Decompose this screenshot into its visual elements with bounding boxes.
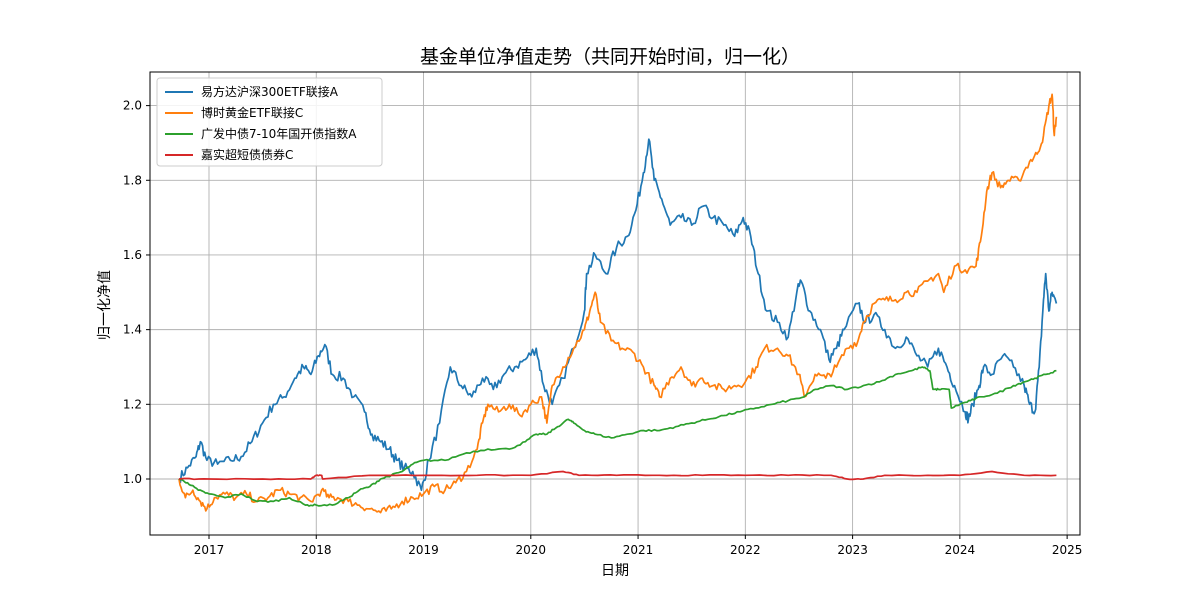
- x-tick-label: 2020: [516, 543, 547, 557]
- x-tick-label: 2023: [837, 543, 868, 557]
- legend: 易方达沪深300ETF联接A 博时黄金ETF联接C 广发中债7-10年国开债指数A 嘉…: [156, 77, 383, 167]
- legend-box: [156, 77, 383, 167]
- x-tick-label: 2019: [408, 543, 439, 557]
- legend-label-4: 嘉实超短债债券C: [201, 147, 293, 162]
- x-axis-label: 日期: [601, 563, 629, 579]
- y-tick-label: 2.0: [123, 99, 142, 113]
- y-tick-label: 1.4: [123, 323, 142, 337]
- y-tick-label: 1.0: [123, 472, 142, 486]
- x-tick-label: 2021: [623, 543, 654, 557]
- series-line-3: [178, 366, 1057, 507]
- grid-layer: [150, 72, 1080, 535]
- series-line-4: [178, 470, 1057, 481]
- x-tick-label: 2024: [945, 543, 976, 557]
- x-tick-label: 2018: [301, 543, 332, 557]
- series-line-2: [178, 93, 1058, 514]
- y-tick-label: 1.2: [123, 397, 142, 411]
- chart-title: 基金单位净值走势（共同开始时间，归一化）: [420, 46, 800, 68]
- x-tick-label: 2022: [730, 543, 761, 557]
- y-tick-label: 1.6: [123, 248, 142, 262]
- legend-label-2: 博时黄金ETF联接C: [201, 105, 303, 120]
- plot-area: [149, 71, 1081, 536]
- series-line-1: [178, 138, 1058, 492]
- y-tick-label: 1.8: [123, 173, 142, 187]
- series-layer: [178, 93, 1058, 514]
- y-axis-label: 归一化净值: [96, 270, 113, 340]
- x-tick-label: 2017: [194, 543, 225, 557]
- legend-label-3: 广发中债7-10年国开债指数A: [201, 126, 357, 141]
- legend-label-1: 易方达沪深300ETF联接A: [201, 84, 339, 99]
- x-tick-label: 2025: [1052, 543, 1083, 557]
- tick-layer: 2017 2018 2019 2020 2021 2022 2023 2024 2025 1.0 1…: [123, 99, 1082, 557]
